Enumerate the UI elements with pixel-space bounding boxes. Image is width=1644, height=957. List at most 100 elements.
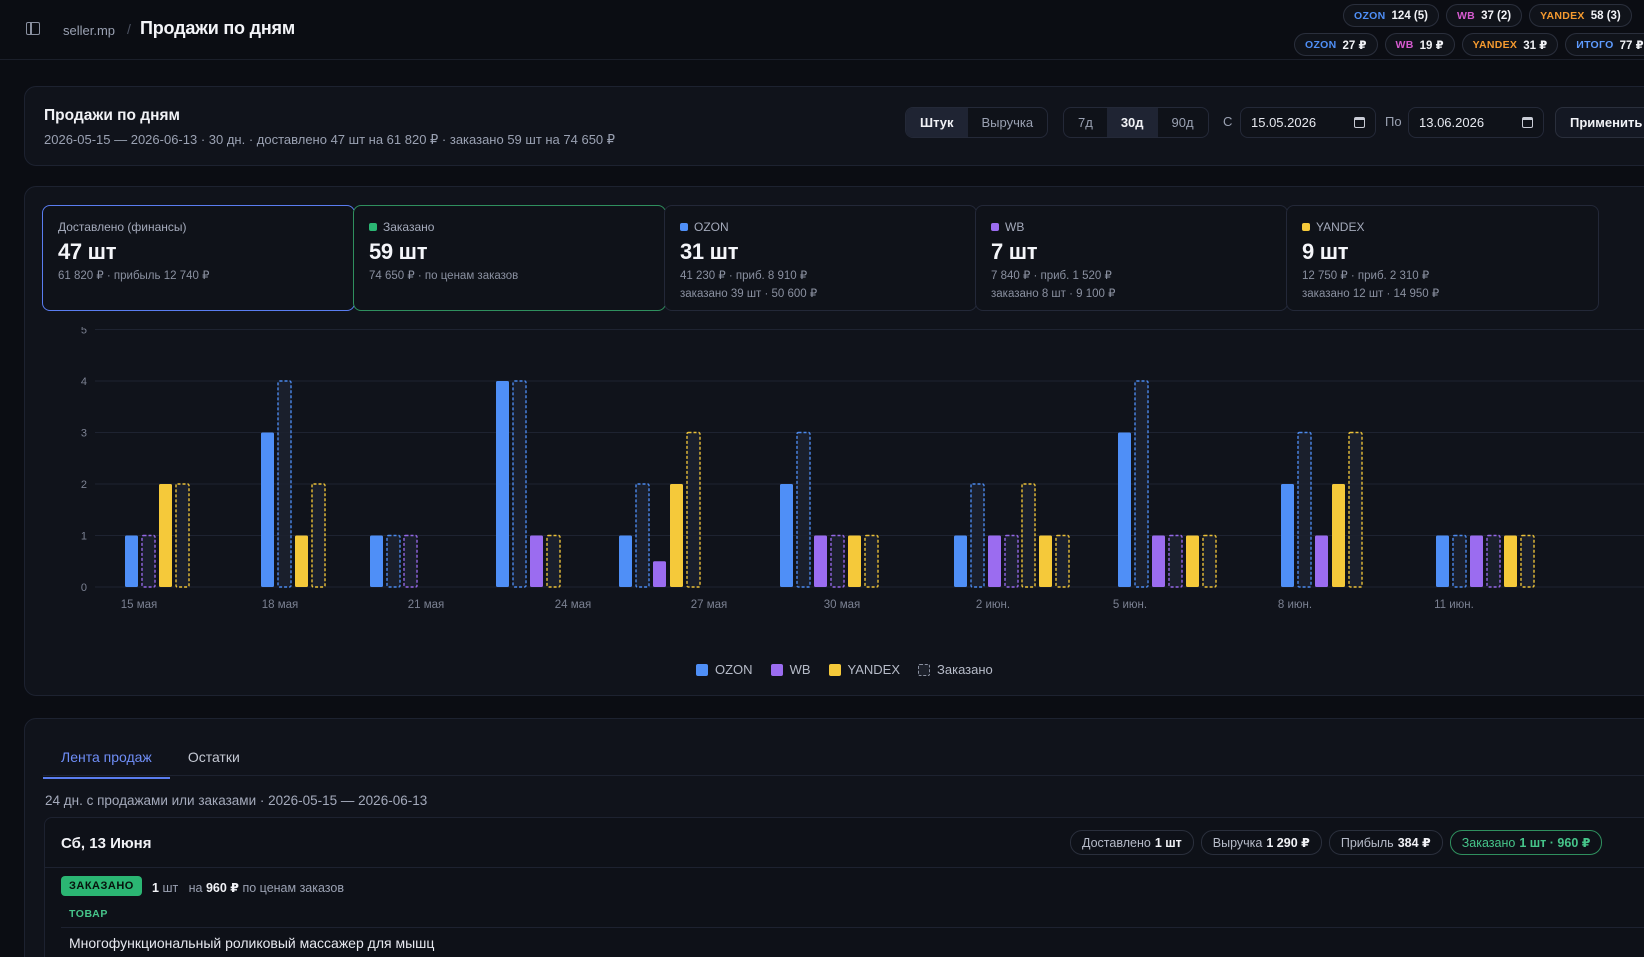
card-label: OZON	[694, 220, 729, 234]
bar-wb	[653, 561, 666, 587]
bar-wb	[1152, 535, 1165, 587]
metric-option-units[interactable]: Штук	[906, 108, 968, 137]
summary-pill-wb: WB 37 (2)	[1445, 4, 1523, 27]
bar-ozon	[1281, 484, 1294, 587]
range-option-90d[interactable]: 90д	[1171, 115, 1194, 130]
bar-ozon	[496, 381, 509, 587]
card-value: 59 шт	[369, 239, 428, 264]
legend-swatch-wb	[770, 663, 783, 676]
card-value: 7 шт	[991, 239, 1038, 264]
bar-ordered-ozon	[277, 380, 292, 588]
range-option-30d[interactable]: 30д	[1106, 108, 1158, 137]
card-value: 47 шт	[58, 239, 117, 264]
money-pill-yandex: YANDEX 31 ₽	[1461, 33, 1559, 56]
x-tick-label: 30 мая	[824, 599, 861, 611]
ozon-dot-icon	[680, 223, 688, 231]
bar-ordered-wb	[830, 534, 845, 588]
legend-label: YANDEX	[847, 662, 901, 677]
x-tick-label: 11 июн.	[1434, 599, 1474, 611]
bar-ozon	[954, 535, 967, 587]
bar-ordered-yandex	[864, 534, 879, 588]
ordered-dot-icon	[369, 223, 377, 231]
bar-ozon	[1436, 535, 1449, 587]
money-pill-wb: WB 19 ₽	[1384, 33, 1455, 56]
card-ordered[interactable]: Заказано 59 шт 74 650 ₽ · по ценам заказ…	[353, 205, 666, 311]
legend-swatch-ordered	[918, 663, 931, 676]
card-ozon[interactable]: OZON 31 шт 41 230 ₽ · приб. 8 910 ₽ зака…	[664, 205, 977, 311]
y-tick-label: 0	[81, 582, 87, 594]
bar-ordered-ozon	[386, 534, 401, 588]
product-name[interactable]: Многофункциональный роликовый массажер д…	[69, 935, 435, 951]
bar-ordered-wb	[141, 534, 156, 588]
feed-summary: 24 дн. с продажами или заказами · 2026-0…	[45, 793, 428, 808]
bar-wb	[988, 535, 1001, 587]
x-tick-label: 27 мая	[691, 599, 728, 611]
apply-button[interactable]: Применить	[1555, 107, 1644, 138]
bar-wb	[814, 535, 827, 587]
filter-panel: Продажи по дням 2026-05-15 — 2026-06-13 …	[24, 86, 1644, 166]
bar-yandex	[1186, 535, 1199, 587]
legend-item-ordered[interactable]: Заказано	[918, 662, 993, 677]
date-from-label: С	[1223, 114, 1233, 129]
card-wb[interactable]: WB 7 шт 7 840 ₽ · приб. 1 520 ₽ заказано…	[975, 205, 1288, 311]
page-title: Продажи по дням	[140, 18, 295, 38]
tab-sales-feed[interactable]: Лента продаж	[43, 739, 170, 779]
card-sub: 41 230 ₽ · приб. 8 910 ₽	[680, 270, 808, 282]
legend-item-yandex[interactable]: YANDEX	[828, 662, 901, 677]
bar-wb	[1315, 535, 1328, 587]
bar-ordered-wb	[1168, 534, 1183, 588]
legend-item-ozon[interactable]: OZON	[696, 662, 753, 677]
filter-title: Продажи по дням	[44, 107, 181, 124]
breadcrumb-separator: /	[127, 21, 131, 37]
bar-ozon	[370, 535, 383, 587]
stats-panel: Доставлено (финансы) 47 шт 61 820 ₽ · пр…	[24, 186, 1644, 696]
card-label: WB	[1005, 220, 1025, 234]
card-label: Заказано	[383, 220, 435, 234]
chip-ordered: Заказано 1 шт · 960 ₽	[1449, 830, 1603, 855]
x-tick-label: 21 мая	[408, 599, 445, 611]
metric-option-revenue[interactable]: Выручка	[981, 115, 1034, 130]
sidebar-toggle-icon[interactable]	[26, 22, 40, 35]
range-toggle: 7д 30д 90д	[1063, 107, 1209, 138]
date-from-value: 15.05.2026	[1251, 115, 1317, 130]
tab-stock[interactable]: Остатки	[187, 749, 240, 765]
summary-pill-ozon: OZON 124 (5)	[1343, 4, 1439, 27]
y-tick-label: 5	[81, 327, 87, 337]
date-to-input[interactable]: 13.06.2026	[1408, 107, 1544, 138]
y-tick-label: 1	[81, 531, 87, 543]
date-from-input[interactable]: 15.05.2026	[1240, 107, 1376, 138]
calendar-icon[interactable]	[1354, 117, 1365, 128]
y-tick-label: 4	[81, 376, 87, 388]
chip-revenue: Выручка 1 290 ₽	[1200, 830, 1322, 855]
card-value: 31 шт	[680, 239, 739, 264]
bar-yandex	[848, 535, 861, 587]
order-summary: 1 шт на 960 ₽ по ценам заказов	[152, 881, 344, 895]
range-option-7d[interactable]: 7д	[1078, 115, 1093, 130]
metric-toggle: Штук Выручка	[905, 107, 1049, 138]
calendar-icon[interactable]	[1522, 117, 1533, 128]
card-delivered[interactable]: Доставлено (финансы) 47 шт 61 820 ₽ · пр…	[42, 205, 355, 311]
card-yandex[interactable]: YANDEX 9 шт 12 750 ₽ · приб. 2 310 ₽ зак…	[1286, 205, 1599, 311]
bar-ordered-yandex	[311, 483, 326, 588]
day-divider	[45, 867, 1644, 868]
legend-label: OZON	[715, 662, 753, 677]
card-sub: 7 840 ₽ · приб. 1 520 ₽	[991, 270, 1112, 282]
card-sub-ordered: заказано 39 шт · 50 600 ₽	[680, 288, 818, 300]
card-sub: 12 750 ₽ · приб. 2 310 ₽	[1302, 270, 1430, 282]
bar-ozon	[1118, 432, 1131, 587]
bar-ordered-wb	[1004, 534, 1019, 588]
filter-summary: 2026-05-15 — 2026-06-13 · 30 дн. · доста…	[44, 132, 616, 147]
breadcrumb-root[interactable]: seller.mp	[63, 23, 116, 38]
card-sub-ordered: заказано 8 шт · 9 100 ₽	[991, 288, 1116, 300]
bar-ordered-ozon	[1297, 431, 1312, 588]
bar-wb	[1470, 535, 1483, 587]
legend-swatch-yandex	[828, 663, 841, 676]
x-tick-label: 2 июн.	[976, 599, 1010, 611]
legend-item-wb[interactable]: WB	[770, 662, 811, 677]
top-bar: seller.mp / Продажи по дням OZON 124 (5) …	[0, 0, 1644, 60]
bar-yandex	[295, 535, 308, 587]
bar-yandex	[1039, 535, 1052, 587]
summary-money-pills: OZON 27 ₽ WB 19 ₽ YANDEX 31 ₽ ИТОГО 77 ₽	[1294, 33, 1644, 56]
day-title: Сб, 13 Июня	[61, 835, 152, 852]
bar-ordered-wb	[1486, 534, 1501, 588]
